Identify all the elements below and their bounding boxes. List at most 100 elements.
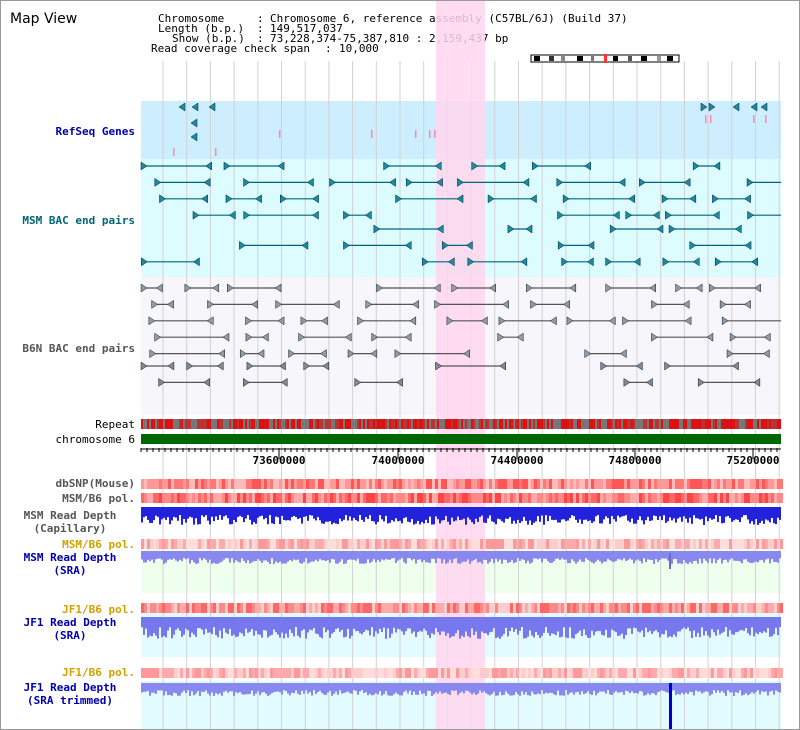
pol-strip [390, 603, 393, 613]
pol-strip [309, 539, 312, 549]
repeat-segment [411, 419, 413, 429]
depth-bar [459, 551, 461, 564]
pol-strip [183, 493, 186, 503]
b6n-bac-pair-end [635, 361, 643, 371]
pol-strip [246, 668, 249, 678]
b6n-bac-pair-end [280, 377, 288, 387]
track-label-msm-bac[interactable]: MSM BAC end pairs [22, 214, 135, 227]
pol-strip [657, 668, 660, 678]
track-label-msm-b6-pol-1[interactable]: MSM/B6 pol. [62, 492, 135, 505]
depth-bar [641, 551, 643, 564]
depth-bar [613, 507, 615, 520]
depth-bar [429, 617, 431, 638]
repeat-segment [773, 419, 775, 429]
repeat-segment [661, 419, 663, 429]
track-label-jf1-b6-pol-2[interactable]: JF1/B6 pol. [62, 666, 135, 679]
ideogram-band [657, 56, 661, 61]
track-label-dbsnp[interactable]: dbSNP(Mouse) [55, 477, 135, 490]
pol-strip [429, 603, 432, 613]
track-label-jf1-depth-trimmed[interactable]: JF1 Read Depth (SRA trimmed) [23, 681, 117, 707]
depth-bar [319, 507, 321, 521]
pol-strip [276, 603, 279, 613]
depth-bar [651, 551, 653, 560]
depth-bar [317, 683, 319, 693]
depth-bar [775, 551, 777, 562]
depth-bar [199, 617, 201, 629]
repeat-segment [211, 419, 213, 429]
pol-strip [741, 539, 744, 549]
b6n-bac-pair-end [186, 361, 194, 371]
track-label-msm-b6-pol-2[interactable]: MSM/B6 pol. [62, 538, 135, 551]
repeat-segment [425, 419, 427, 429]
depth-bar [289, 507, 291, 521]
track-label-msm-depth-capillary[interactable]: MSM Read Depth (Capillary) [23, 509, 117, 535]
pol-strip [345, 493, 348, 503]
depth-bar [577, 551, 579, 562]
repeat-segment [305, 419, 307, 429]
repeat-segment [707, 419, 709, 429]
track-label-refseq[interactable]: RefSeq Genes [55, 125, 135, 138]
depth-bar [185, 507, 187, 523]
depth-bar [441, 617, 443, 632]
track-label-repeat[interactable]: Repeat [95, 418, 135, 431]
depth-bar [575, 617, 577, 635]
pol-strip [711, 603, 714, 613]
pol-strip [408, 539, 411, 549]
track-label-chromosome[interactable]: chromosome 6 [55, 433, 135, 446]
pol-strip [585, 603, 588, 613]
pol-strip [270, 603, 273, 613]
dbsnp-strip [282, 479, 285, 489]
pol-strip [591, 603, 594, 613]
pol-strip [435, 603, 438, 613]
depth-bar [503, 551, 505, 560]
depth-bar [417, 617, 419, 633]
pol-strip [192, 603, 195, 613]
pol-strip [204, 539, 207, 549]
pol-strip [756, 539, 759, 549]
depth-bar [685, 683, 687, 693]
pol-strip [420, 668, 423, 678]
pol-strip [534, 668, 537, 678]
track-label-msm-depth-sra[interactable]: MSM Read Depth (SRA) [23, 551, 117, 577]
depth-bar [341, 551, 343, 560]
pol-strip [249, 668, 252, 678]
track-label-b6n-bac[interactable]: B6N BAC end pairs [22, 342, 135, 355]
dbsnp-strip [672, 479, 675, 489]
depth-bar [477, 683, 479, 694]
dbsnp-strip [264, 479, 267, 489]
repeat-segment [549, 419, 551, 429]
pol-strip [672, 668, 675, 678]
depth-bar [755, 507, 757, 520]
depth-bar [333, 507, 335, 523]
b6n-bac-pair-end [274, 283, 282, 293]
depth-bar [451, 551, 453, 564]
depth-bar [175, 551, 177, 561]
depth-bar [755, 617, 757, 633]
depth-bar [415, 551, 417, 564]
depth-bar [471, 551, 473, 562]
depth-bar [773, 507, 775, 524]
depth-bar [711, 551, 713, 564]
pol-strip [144, 603, 147, 613]
pol-strip [393, 539, 396, 549]
pol-strip [582, 603, 585, 613]
pol-strip [549, 493, 552, 503]
repeat-segment [187, 419, 189, 429]
depth-bar [273, 551, 275, 564]
depth-bar [635, 617, 637, 629]
depth-bar [213, 617, 215, 628]
pol-strip [468, 668, 471, 678]
depth-bar [699, 551, 701, 559]
depth-bar [327, 617, 329, 631]
depth-bar [671, 617, 673, 638]
repeat-segment [729, 419, 731, 429]
pol-strip [486, 539, 489, 549]
depth-bar [547, 683, 549, 694]
track-label-jf1-depth-sra[interactable]: JF1 Read Depth (SRA) [23, 616, 117, 642]
repeat-segment [567, 419, 569, 429]
track-label-jf1-b6-pol-1[interactable]: JF1/B6 pol. [62, 603, 135, 616]
depth-bar [749, 683, 751, 694]
pol-strip [600, 668, 603, 678]
depth-bar [197, 683, 199, 692]
